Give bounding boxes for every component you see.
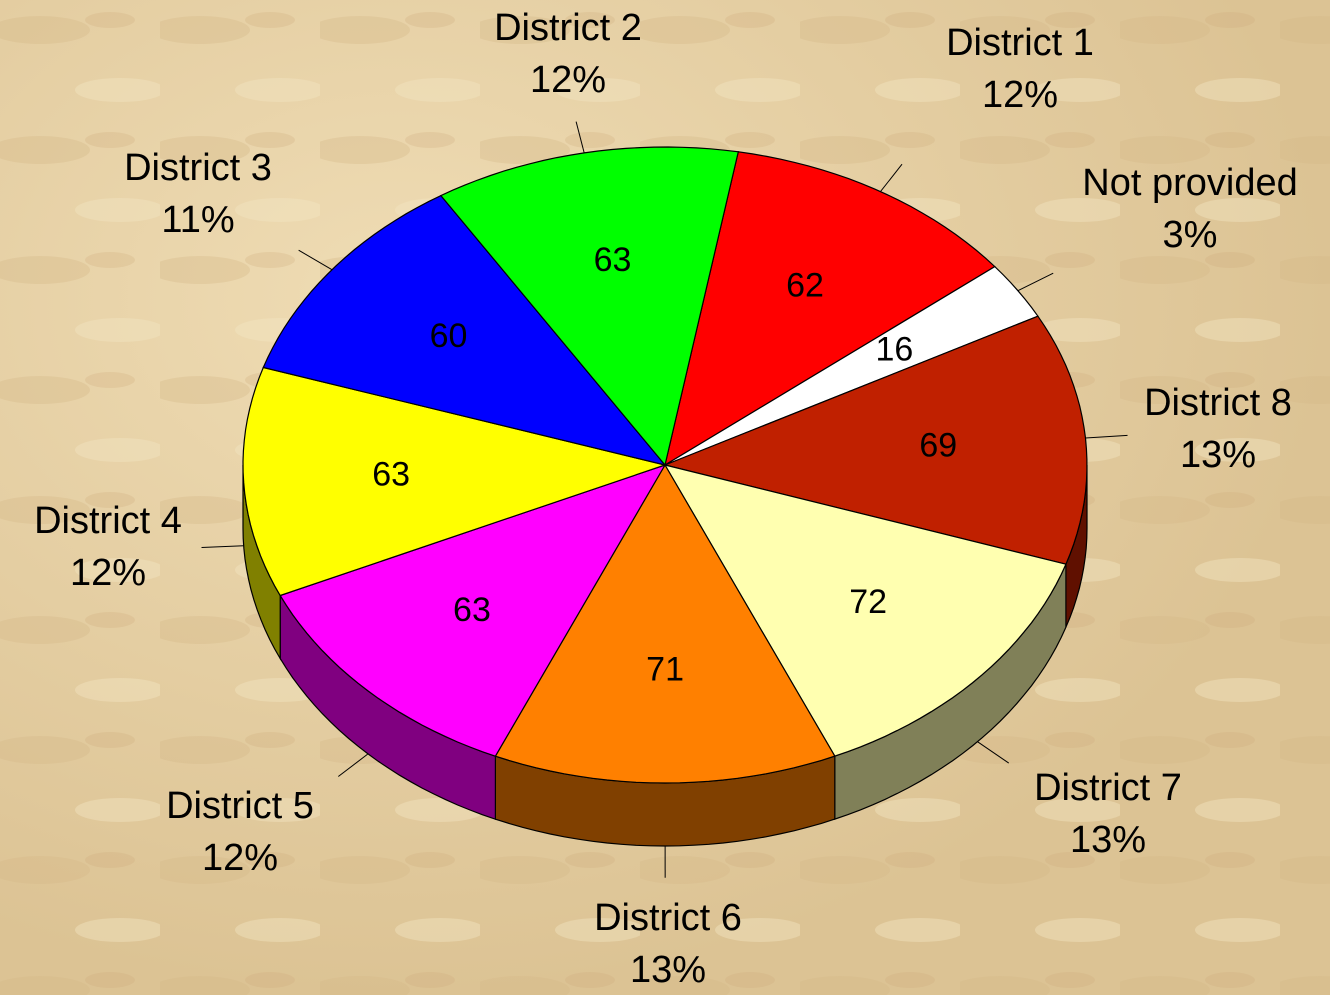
- slice-value-label: 63: [594, 241, 632, 279]
- percent-label: 3%: [1163, 214, 1218, 256]
- category-label: District 6: [594, 897, 742, 939]
- leader-line: [1017, 272, 1054, 292]
- slice-value-label: 72: [849, 583, 887, 621]
- slice: [439, 146, 740, 467]
- slice: [494, 463, 836, 784]
- slice-value-label: 16: [875, 331, 913, 369]
- percent-label: 12%: [530, 59, 606, 101]
- leader-line: [338, 753, 369, 777]
- slice-value-label: 71: [646, 651, 684, 689]
- leader-line: [201, 545, 244, 548]
- percent-label: 13%: [1070, 819, 1146, 861]
- slice-value-label: 63: [453, 591, 491, 629]
- category-label: District 8: [1144, 382, 1292, 424]
- category-label: District 2: [494, 7, 642, 49]
- slice: [664, 151, 996, 467]
- category-label: District 4: [34, 500, 182, 542]
- category-label: District 5: [166, 785, 314, 827]
- category-label: District 3: [124, 147, 272, 189]
- slice-value-label: 60: [430, 317, 468, 355]
- leader-line: [1085, 434, 1128, 439]
- slice: [663, 464, 1067, 757]
- leader-line: [880, 163, 903, 192]
- category-label: District 1: [946, 22, 1094, 64]
- slice-value-label: 69: [919, 426, 957, 464]
- category-label: Not provided: [1082, 162, 1297, 204]
- leader-line: [575, 121, 585, 154]
- percent-label: 13%: [1180, 434, 1256, 476]
- percent-label: 12%: [70, 552, 146, 594]
- leader-line: [298, 249, 333, 271]
- percent-label: 12%: [202, 837, 278, 879]
- slice: [242, 366, 668, 597]
- slice-value-label: 63: [372, 455, 410, 493]
- percent-label: 13%: [630, 949, 706, 991]
- slice: [279, 463, 667, 757]
- percent-label: 12%: [982, 74, 1058, 116]
- leader-line: [977, 741, 1010, 764]
- slice-value-label: 62: [786, 266, 824, 304]
- category-label: District 7: [1034, 767, 1182, 809]
- pie-tops: [242, 146, 1088, 784]
- percent-label: 11%: [161, 199, 234, 241]
- slice: [262, 194, 667, 467]
- pie-labels: 62 District 1 12% 16 Not provided 3% 69 Distric…: [34, 7, 1298, 991]
- slice: [664, 265, 1039, 466]
